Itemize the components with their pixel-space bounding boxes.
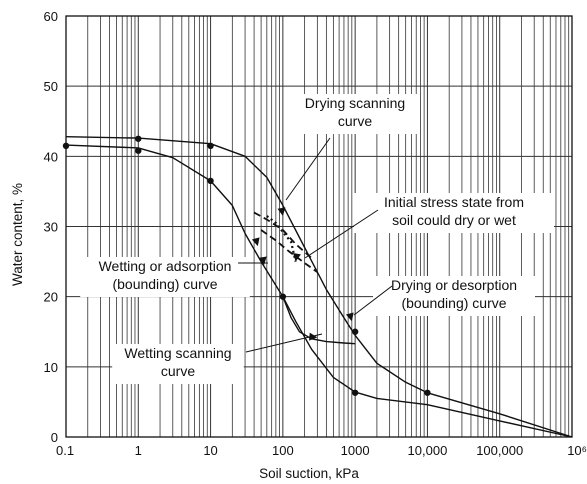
data-point <box>135 147 142 154</box>
plot-frame <box>65 15 573 438</box>
y-tick-label: 20 <box>44 290 58 305</box>
data-point <box>279 293 287 300</box>
x-tick-label: 100 <box>272 443 294 458</box>
annotation-bg <box>80 257 250 297</box>
leader-drying-scanning <box>285 137 331 201</box>
initial-arrow-down <box>293 253 301 262</box>
x-tick-label: 1000 <box>341 443 370 458</box>
drying-desorption-arrow <box>345 312 354 322</box>
y-tick-label: 40 <box>44 149 58 164</box>
leader-drying-desorption <box>353 285 393 316</box>
leader-initial-stress <box>304 209 379 259</box>
data-point <box>207 142 214 150</box>
annotation-text: Wetting scanning <box>124 345 231 361</box>
x-axis-label: Soil suction, kPa <box>259 466 359 481</box>
x-tick-label: 0.1 <box>56 443 74 458</box>
annotation-text: Wetting or adsorption <box>99 258 232 274</box>
annotation-text: (bounding) curve <box>112 276 217 292</box>
data-point <box>424 389 431 396</box>
data-point <box>135 135 142 142</box>
annotation-bg <box>373 276 535 316</box>
annotation-drying-scanning: Drying scanning curve <box>293 94 417 134</box>
annotation-text: Drying or desorption <box>391 277 517 293</box>
annotation-text: curve <box>338 113 372 129</box>
tick-labels: 0.1 1 10 100 1000 10,000 100,000 10⁶ 0 10 20 30 40 50… <box>44 9 587 458</box>
annotations: Drying scanning curve Initial stress state… <box>80 94 554 384</box>
annotation-bg <box>293 94 417 134</box>
plot-area-border <box>65 15 573 438</box>
wetting-arrow-1 <box>251 237 260 247</box>
y-axis-label: Water content, % <box>10 183 25 286</box>
y-tick-label: 10 <box>44 360 58 375</box>
drying-scanning-arrow <box>277 207 286 216</box>
y-tick-label: 30 <box>44 220 58 235</box>
annotation-initial-stress: Initial stress state from soil could dry … <box>354 193 554 233</box>
leader-wetting-scanning <box>245 333 323 353</box>
x-tick-label: 100,000 <box>476 443 523 458</box>
annotation-text: soil could dry or wet <box>392 212 516 228</box>
data-point <box>207 177 214 185</box>
wetting-scanning-arrow <box>309 332 318 341</box>
annotation-wetting-scanning: Wetting scanning curve <box>112 344 244 384</box>
y-tick-label: 0 <box>51 430 58 445</box>
series-drying-desorption-bounding <box>65 136 573 438</box>
annotation-drying-desorption: Drying or desorption (bounding) curve <box>373 276 535 316</box>
series-wetting-adsorption-bounding <box>65 144 573 438</box>
annotation-wetting-adsorption: Wetting or adsorption (bounding) curve <box>80 257 250 297</box>
data-point <box>351 389 359 396</box>
annotation-text: Drying scanning <box>305 95 405 111</box>
series-wetting-scanning <box>253 211 313 259</box>
annotation-bg <box>112 344 244 384</box>
data-point <box>351 328 359 335</box>
y-tick-label: 50 <box>44 79 58 94</box>
curves <box>62 135 573 438</box>
annotation-bg <box>354 193 554 233</box>
annotation-text: (bounding) curve <box>401 295 506 311</box>
series-wetting-scanning-2 <box>260 229 318 273</box>
annotation-text: curve <box>161 363 195 379</box>
x-tick-label: 10 <box>203 443 217 458</box>
x-tick-label: 10⁶ <box>567 443 587 458</box>
y-tick-label: 60 <box>44 9 58 24</box>
x-tick-label: 10,000 <box>408 443 448 458</box>
x-tick-label: 1 <box>135 443 142 458</box>
annotation-text: Initial stress state from <box>384 194 524 210</box>
